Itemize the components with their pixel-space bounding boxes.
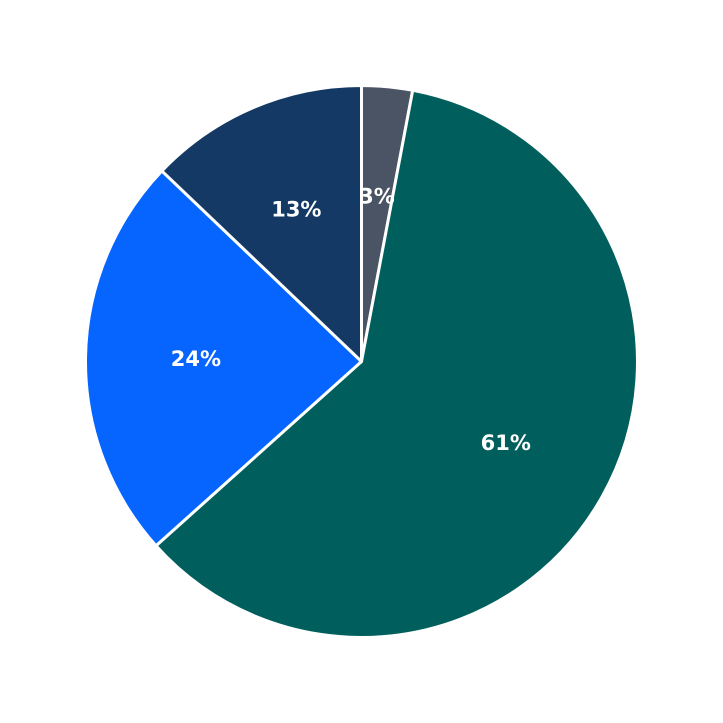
pie-label-3: 13% (271, 197, 321, 221)
pie-slice-1 (154, 88, 639, 639)
pie-label-1: 61% (481, 431, 531, 455)
pie-labels: 3% 61% 24% 13% (171, 185, 531, 455)
pie-label-0: 3% (359, 185, 395, 209)
pie-label-2: 24% (171, 347, 221, 371)
pie-slice-2 (84, 169, 363, 548)
pie-slice-3 (160, 84, 363, 363)
pie-slices (84, 84, 639, 639)
